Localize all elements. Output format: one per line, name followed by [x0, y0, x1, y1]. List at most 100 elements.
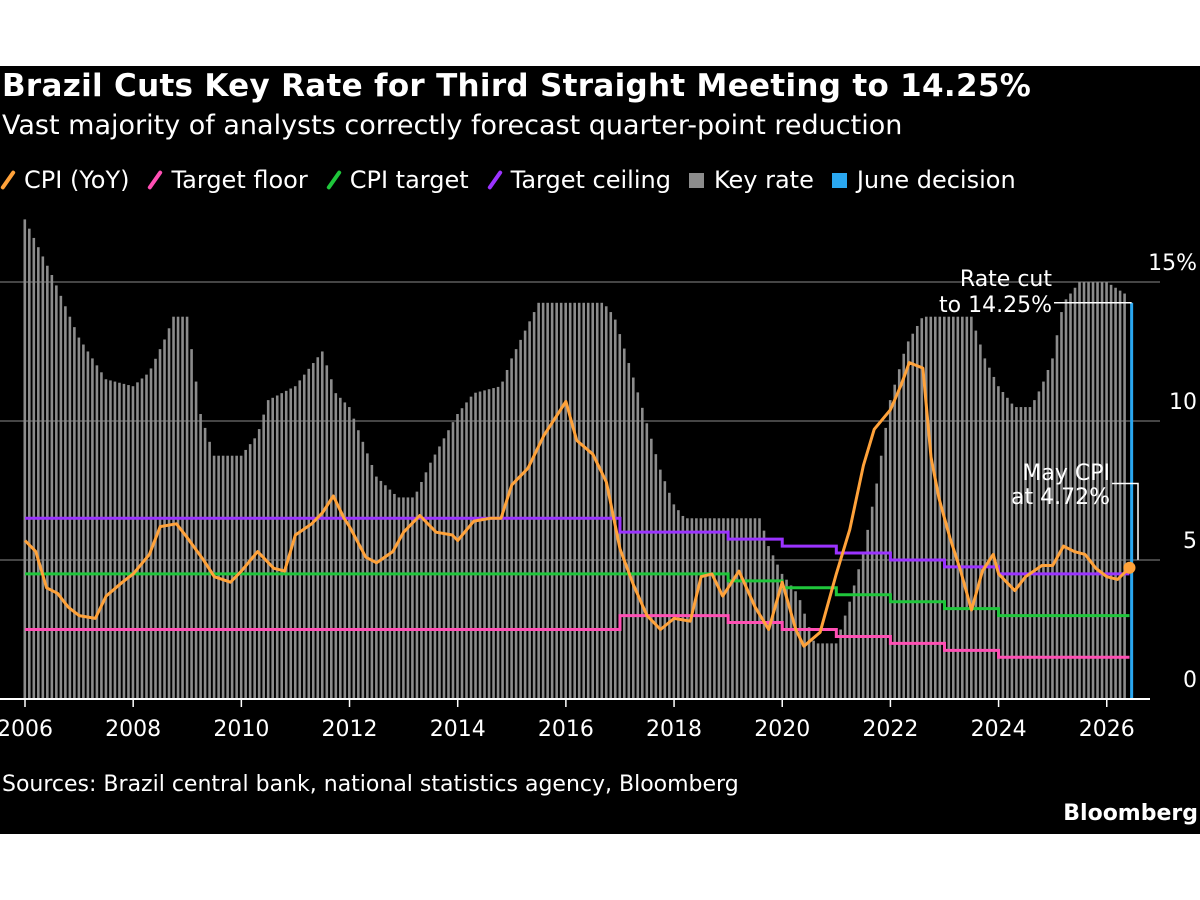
key-rate-bar: [636, 392, 640, 699]
key-rate-bar: [731, 518, 734, 699]
key-rate-bar: [46, 265, 49, 699]
key-rate-bar: [411, 497, 414, 699]
key-rate-bar: [573, 302, 576, 699]
key-rate-bars: [23, 219, 1134, 699]
key-rate-bar: [947, 316, 951, 699]
key-rate-bar: [645, 423, 649, 699]
key-rate-bar: [523, 330, 527, 699]
cpi-line: [23, 361, 1131, 648]
key-rate-bar: [911, 333, 915, 699]
y-tick-label: 0: [1183, 668, 1197, 693]
key-rate-bar: [1051, 358, 1054, 699]
key-rate-bar: [221, 455, 225, 699]
key-rate-bar: [659, 469, 662, 699]
key-rate-bar: [857, 569, 860, 699]
key-rate-bar: [875, 483, 878, 699]
key-rate-bar: [140, 378, 144, 699]
key-rate-bar: [361, 441, 365, 699]
key-rate-bar: [194, 381, 198, 699]
key-rate-bar: [172, 316, 175, 699]
key-rate-bar: [474, 392, 477, 699]
key-rate-bar: [677, 510, 680, 699]
key-rate-bar: [1046, 369, 1050, 699]
key-rate-bar: [595, 302, 599, 699]
key-rate-bar: [483, 390, 486, 699]
legend-item-key-rate: Key rate: [688, 166, 814, 194]
key-rate-bar: [460, 408, 464, 699]
key-rate-bar: [248, 444, 252, 699]
x-tick-label: 2010: [213, 717, 269, 742]
key-rate-bar: [528, 321, 531, 699]
key-rate-bar: [1073, 287, 1077, 699]
key-rate-bar: [127, 385, 130, 699]
key-rate-bar: [492, 388, 495, 699]
key-rate-bar: [100, 372, 103, 699]
key-rate-bar: [343, 402, 347, 699]
key-rate-bar: [424, 472, 428, 699]
june-decision-bar: [1130, 302, 1134, 699]
chart-plot: 2006 2008 2010 2012 2014 2016 2018 2020 2022 2024…: [0, 219, 1197, 742]
key-rate-bar: [415, 491, 419, 699]
key-rate-bar: [559, 302, 563, 699]
key-rate-bar: [55, 285, 58, 699]
key-rate-bar: [812, 640, 815, 699]
key-rate-bar: [1105, 281, 1108, 699]
key-rate-bar: [64, 306, 67, 699]
key-rate-bar: [744, 518, 748, 699]
key-rate-bar: [825, 643, 829, 699]
key-rate-bar: [316, 357, 320, 699]
legend-label-june-decision: June decision: [856, 166, 1016, 194]
series-lines: [23, 361, 1136, 659]
key-rate-bar: [582, 302, 586, 699]
key-rate-bar: [266, 400, 270, 699]
key-rate-bar: [672, 504, 676, 699]
key-rate-bar: [334, 393, 338, 699]
key-rate-bar: [86, 351, 90, 699]
key-rate-bar: [95, 365, 99, 699]
key-rate-bar: [275, 395, 279, 699]
key-rate-bar: [420, 481, 423, 699]
key-rate-bar: [1010, 403, 1014, 699]
key-rate-bar: [997, 386, 1000, 699]
annotation-cpi-line2: at 4.72%: [1011, 485, 1110, 510]
key-rate-bar: [686, 518, 689, 699]
key-rate-bar: [298, 380, 302, 699]
key-rate-bar: [487, 389, 491, 699]
y-tick-label: 5: [1183, 529, 1197, 554]
key-rate-bar: [771, 555, 775, 699]
key-rate-bar: [650, 438, 653, 699]
key-rate-bar: [384, 485, 387, 699]
key-rate-bar: [469, 396, 473, 699]
key-rate-bar: [830, 643, 833, 699]
x-tick-label: 2024: [971, 717, 1027, 742]
key-rate-bar: [253, 438, 256, 699]
key-rate-bar: [1042, 381, 1045, 699]
target-ceiling-line: [25, 516, 1130, 576]
key-rate-bar: [320, 351, 324, 699]
key-rate-bar: [564, 302, 567, 699]
annotation-cpi-leader: [1112, 482, 1139, 560]
key-rate-bar: [884, 427, 888, 699]
key-rate-bar: [510, 358, 513, 699]
annotations: Rate cut to 14.25% May CPI at 4.72%: [939, 267, 1139, 560]
key-rate-bar: [861, 553, 865, 699]
key-rate-bar: [91, 358, 94, 699]
x-tick-label: 2016: [538, 717, 594, 742]
legend-swatch-key-rate: [688, 172, 704, 188]
key-rate-bar: [284, 390, 288, 699]
annotation-rate-cut-line2: to 14.25%: [939, 293, 1052, 318]
legend: CPI (YoY) Target floor CPI target Target…: [0, 163, 1034, 197]
key-rate-bar: [897, 369, 901, 699]
key-rate-bar: [496, 386, 500, 699]
key-rate-bar: [122, 383, 126, 699]
key-rate-bar: [1060, 312, 1063, 699]
chart-panel: Brazil Cuts Key Rate for Third Straight …: [0, 66, 1200, 834]
key-rate-bar: [393, 493, 396, 699]
key-rate-bar: [704, 518, 707, 699]
key-rate-bar: [505, 369, 509, 699]
key-rate-bar: [190, 349, 193, 699]
key-rate-bar: [501, 381, 504, 699]
key-rate-bar: [695, 518, 698, 699]
cpi-target-line: [25, 572, 1130, 618]
legend-label-target-floor: Target floor: [171, 166, 308, 194]
